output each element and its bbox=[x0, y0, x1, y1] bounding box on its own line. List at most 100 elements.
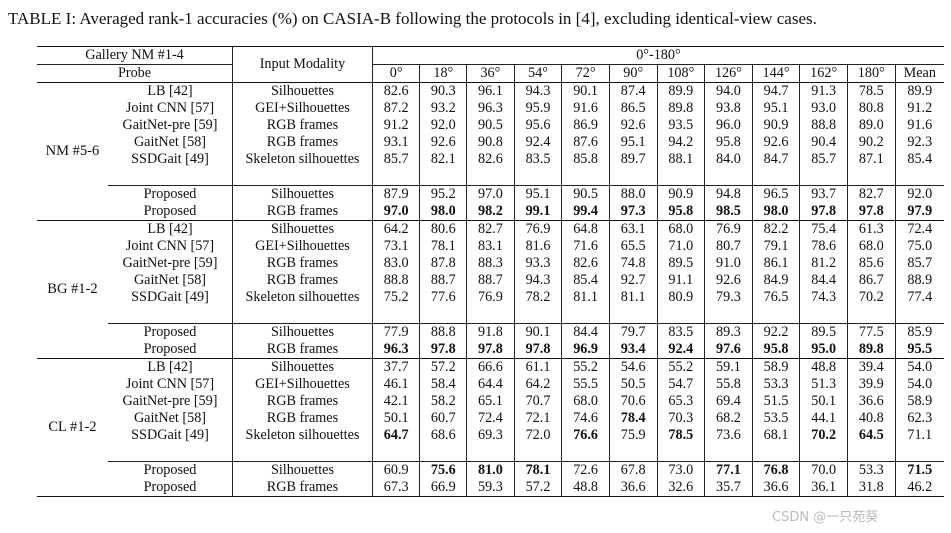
proposed-row: Proposed RGB frames 67.3 66.9 59.3 57.2 48.8 36… bbox=[37, 479, 944, 497]
method-cell: Joint CNN [57] bbox=[125, 238, 215, 254]
accuracy-cell: 74.8 bbox=[608, 255, 658, 272]
accuracy-cell: 96.9 bbox=[561, 341, 610, 359]
method-cell: GaitNet-pre [59] bbox=[122, 393, 218, 409]
modality-cell: GEI+Silhouettes bbox=[232, 376, 373, 393]
accuracy-cell: 46.2 bbox=[894, 479, 944, 497]
accuracy-cell: 70.0 bbox=[799, 461, 848, 479]
accuracy-cell: 89.3 bbox=[704, 323, 753, 341]
accuracy-cell: 55.8 bbox=[704, 376, 753, 393]
modality-cell: Silhouettes bbox=[232, 323, 373, 341]
accuracy-cell: 80.7 bbox=[704, 238, 753, 255]
method-cell: SSDGait [49] bbox=[131, 427, 209, 443]
accuracy-cell: 92.0 bbox=[894, 185, 944, 203]
accuracy-cell: 85.9 bbox=[894, 323, 944, 341]
method-cell: GaitNet-pre [59] bbox=[122, 255, 218, 271]
method-cell: LB [42] bbox=[107, 82, 233, 100]
accuracy-cell: 96.5 bbox=[751, 185, 800, 203]
accuracy-cell: 91.0 bbox=[704, 255, 753, 272]
method-cell: Joint CNN [57] bbox=[125, 376, 215, 392]
accuracy-cell: 63.1 bbox=[608, 220, 658, 238]
accuracy-cell: 78.4 bbox=[608, 410, 658, 427]
accuracy-cell: 58.9 bbox=[751, 358, 800, 376]
method-cell: Proposed bbox=[107, 323, 233, 341]
accuracy-cell: 95.8 bbox=[751, 341, 800, 359]
accuracy-cell: 85.6 bbox=[846, 255, 896, 272]
method-cell: GaitNet-pre [59] bbox=[122, 117, 218, 133]
accuracy-cell: 78.1 bbox=[513, 461, 562, 479]
accuracy-cell: 94.0 bbox=[704, 82, 753, 100]
accuracy-cell: 86.7 bbox=[846, 272, 896, 289]
accuracy-cell: 92.6 bbox=[419, 134, 467, 151]
accuracy-cell: 80.9 bbox=[656, 289, 705, 306]
accuracy-cell: 96.3 bbox=[466, 100, 515, 117]
accuracy-cell: 59.3 bbox=[466, 479, 515, 497]
accuracy-cell: 50.5 bbox=[608, 376, 658, 393]
accuracy-cell: 95.8 bbox=[656, 203, 705, 221]
accuracy-cell: 76.5 bbox=[751, 289, 800, 306]
accuracy-cell: 92.6 bbox=[608, 117, 658, 134]
baseline-row: SSDGait [49] Skeleton silhouettes 64.7 68.6… bbox=[37, 427, 944, 444]
accuracy-cell: 97.9 bbox=[894, 203, 944, 221]
accuracy-cell: 78.5 bbox=[656, 427, 705, 444]
modality-cell: Silhouettes bbox=[232, 220, 373, 238]
modality-cell: RGB frames bbox=[232, 410, 373, 427]
accuracy-cell: 67.8 bbox=[608, 461, 658, 479]
modality-cell: RGB frames bbox=[232, 393, 373, 410]
accuracy-cell: 88.8 bbox=[419, 323, 467, 341]
accuracy-cell: 90.5 bbox=[466, 117, 515, 134]
accuracy-cell: 88.9 bbox=[894, 272, 944, 289]
accuracy-cell: 97.0 bbox=[371, 203, 420, 221]
accuracy-cell: 88.3 bbox=[466, 255, 515, 272]
method-cell: Proposed bbox=[143, 341, 197, 357]
accuracy-cell: 50.1 bbox=[799, 393, 848, 410]
accuracy-cell: 80.8 bbox=[846, 100, 896, 117]
modality-cell: GEI+Silhouettes bbox=[232, 100, 373, 117]
accuracy-cell: 97.8 bbox=[419, 341, 467, 359]
modality-cell: Silhouettes bbox=[232, 358, 373, 376]
angle-header: 72° bbox=[561, 64, 610, 83]
accuracy-cell: 85.7 bbox=[894, 255, 944, 272]
accuracy-cell: 71.1 bbox=[894, 427, 944, 444]
accuracy-cell: 81.6 bbox=[513, 238, 562, 255]
accuracy-cell: 90.9 bbox=[751, 117, 800, 134]
accuracy-cell: 37.7 bbox=[371, 358, 420, 376]
accuracy-cell: 55.2 bbox=[561, 358, 610, 376]
modality-cell: RGB frames bbox=[232, 255, 373, 272]
accuracy-cell: 76.8 bbox=[751, 461, 800, 479]
accuracy-cell: 88.7 bbox=[466, 272, 515, 289]
accuracy-cell: 95.1 bbox=[751, 100, 800, 117]
accuracy-cell: 51.5 bbox=[751, 393, 800, 410]
accuracy-cell: 95.0 bbox=[799, 341, 848, 359]
baseline-row: GaitNet-pre [59] RGB frames 83.0 87.8 88.3 93… bbox=[37, 255, 944, 272]
accuracy-cell: 76.9 bbox=[513, 220, 562, 238]
table-body: NM #5-6 LB [42] Silhouettes 82.6 90.3 96.1 94.… bbox=[37, 82, 944, 497]
accuracy-cell: 59.1 bbox=[704, 358, 753, 376]
accuracy-cell: 77.1 bbox=[704, 461, 753, 479]
accuracy-cell: 88.1 bbox=[656, 151, 705, 168]
accuracy-cell: 91.8 bbox=[466, 323, 515, 341]
accuracy-cell: 78.6 bbox=[799, 238, 848, 255]
accuracy-cell: 89.9 bbox=[656, 82, 705, 100]
accuracy-cell: 85.8 bbox=[561, 151, 610, 168]
accuracy-cell: 95.9 bbox=[513, 100, 562, 117]
accuracy-cell: 86.5 bbox=[608, 100, 658, 117]
accuracy-cell: 82.7 bbox=[846, 185, 896, 203]
baseline-row: GaitNet [58] RGB frames 88.8 88.7 88.7 94.3 85… bbox=[37, 272, 944, 289]
accuracy-cell: 39.4 bbox=[846, 358, 896, 376]
accuracy-cell: 93.2 bbox=[419, 100, 467, 117]
accuracy-cell: 81.1 bbox=[608, 289, 658, 306]
accuracy-cell: 97.8 bbox=[846, 203, 896, 221]
accuracy-cell: 60.7 bbox=[419, 410, 467, 427]
accuracy-cell: 82.6 bbox=[561, 255, 610, 272]
accuracy-cell: 83.5 bbox=[513, 151, 562, 168]
accuracy-cell: 53.3 bbox=[751, 376, 800, 393]
condition-group-label: CL #1-2 bbox=[37, 358, 108, 497]
accuracy-cell: 92.7 bbox=[608, 272, 658, 289]
accuracy-cell: 91.6 bbox=[894, 117, 944, 134]
accuracy-cell: 76.9 bbox=[704, 220, 753, 238]
proposed-row: Proposed Silhouettes 77.9 88.8 91.8 90.1 84.4 7… bbox=[37, 323, 944, 341]
accuracy-cell: 64.4 bbox=[466, 376, 515, 393]
accuracy-cell: 94.8 bbox=[704, 185, 753, 203]
accuracy-cell: 93.4 bbox=[608, 341, 658, 359]
baseline-row: NM #5-6 LB [42] Silhouettes 82.6 90.3 96.1 94.… bbox=[37, 82, 944, 221]
